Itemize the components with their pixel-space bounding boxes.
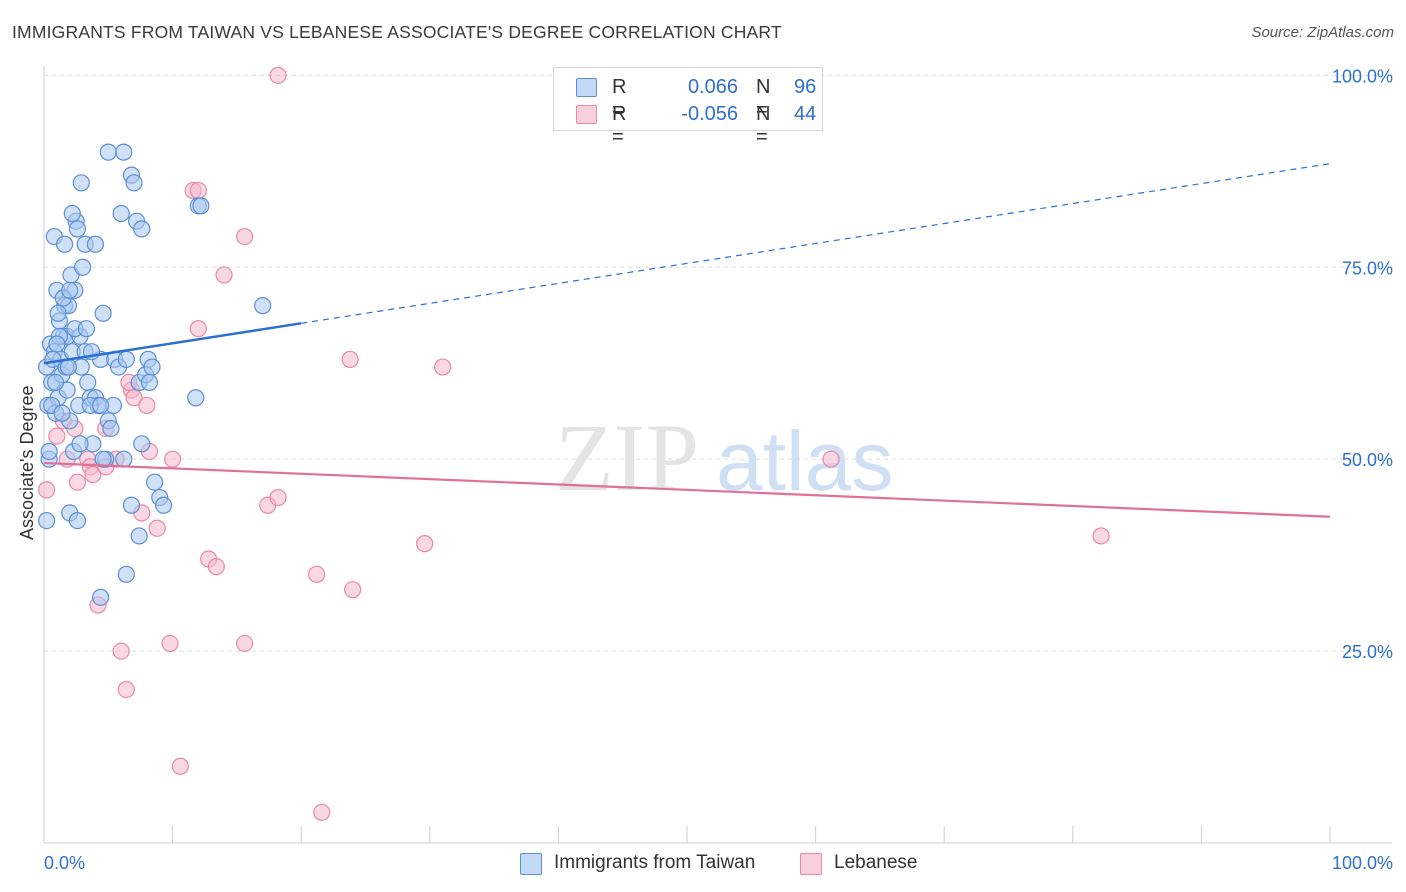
lebanese-r-value: -0.056 — [681, 103, 738, 125]
y-tick-label-50: 50.0% — [1342, 450, 1393, 470]
taiwan-point[interactable] — [77, 320, 96, 338]
taiwan-point[interactable] — [122, 496, 141, 514]
lebanese-point[interactable] — [112, 642, 130, 660]
lebanese-swatch — [576, 105, 597, 124]
lebanese-point[interactable] — [117, 680, 135, 699]
taiwan-legend-label: Immigrants from Taiwan — [554, 852, 756, 873]
taiwan-point[interactable] — [133, 220, 151, 238]
taiwan-point[interactable] — [91, 396, 110, 415]
taiwan-point[interactable] — [46, 373, 65, 392]
taiwan-point[interactable] — [102, 419, 120, 438]
taiwan-trend-line — [43, 322, 302, 365]
taiwan-point[interactable] — [140, 373, 159, 392]
x-tick-label-max: 100.0% — [1332, 853, 1393, 873]
lebanese-point[interactable] — [68, 473, 87, 491]
lebanese-point[interactable] — [189, 320, 207, 338]
lebanese-point[interactable] — [164, 450, 182, 468]
taiwan-point[interactable] — [53, 404, 71, 422]
lebanese-point[interactable] — [189, 181, 207, 200]
y-axis-label: Associate's Degree — [17, 385, 37, 540]
taiwan-point[interactable] — [125, 174, 143, 192]
taiwan-point[interactable] — [48, 335, 66, 353]
taiwan-point[interactable] — [63, 204, 81, 223]
lebanese-point[interactable] — [148, 519, 166, 537]
taiwan-r-value: 0.066 — [687, 76, 738, 98]
taiwan-point[interactable] — [117, 350, 135, 368]
taiwan-point[interactable] — [68, 220, 87, 238]
lebanese-point[interactable] — [822, 450, 840, 468]
taiwan-point[interactable] — [117, 565, 135, 583]
taiwan-point[interactable] — [115, 450, 133, 468]
lebanese-n-label: N = — [756, 103, 771, 148]
taiwan-point[interactable] — [72, 174, 90, 192]
chart-title: IMMIGRANTS FROM TAIWAN VS LEBANESE ASSOC… — [12, 22, 782, 42]
lebanese-point[interactable] — [236, 227, 254, 246]
lebanese-r-label: R = — [612, 103, 627, 148]
taiwan-point[interactable] — [154, 496, 173, 514]
taiwan-point[interactable] — [37, 511, 56, 530]
lebanese-n-value: 44 — [794, 103, 817, 125]
lebanese-point[interactable] — [236, 634, 254, 653]
watermark: ZIP atlas — [555, 404, 893, 511]
y-tick-label-75: 75.0% — [1342, 258, 1393, 278]
taiwan-point[interactable] — [40, 442, 58, 461]
lebanese-point[interactable] — [171, 757, 189, 775]
taiwan-point[interactable] — [79, 373, 97, 392]
taiwan-point[interactable] — [112, 204, 130, 223]
lebanese-legend-label: Lebanese — [834, 852, 918, 873]
y-tick-label-100: 100.0% — [1332, 66, 1393, 86]
y-tick-label-25: 25.0% — [1342, 642, 1393, 662]
lebanese-point[interactable] — [269, 66, 287, 84]
stats-legend: R = 0.066 N = 96 R = -0.056 N = 44 — [553, 67, 823, 148]
lebanese-point[interactable] — [416, 535, 434, 553]
taiwan-n-value: 96 — [794, 76, 817, 98]
taiwan-point[interactable] — [55, 235, 74, 253]
taiwan-point[interactable] — [86, 235, 105, 253]
taiwan-point[interactable] — [71, 435, 89, 453]
taiwan-point[interactable] — [192, 197, 210, 215]
taiwan-point[interactable] — [133, 435, 151, 453]
lebanese-point[interactable] — [161, 634, 179, 653]
taiwan-point[interactable] — [94, 450, 112, 468]
lebanese-point[interactable] — [138, 396, 156, 415]
taiwan-swatch — [576, 78, 597, 97]
taiwan-point[interactable] — [130, 527, 148, 545]
taiwan-point[interactable] — [94, 304, 112, 322]
lebanese-legend-swatch — [800, 853, 822, 875]
taiwan-point[interactable] — [68, 511, 87, 530]
lebanese-trend-line — [43, 461, 1331, 518]
lebanese-point[interactable] — [434, 358, 452, 376]
lebanese-point[interactable] — [84, 465, 102, 484]
lebanese-point[interactable] — [344, 581, 362, 599]
source-label: Source: ZipAtlas.com — [1251, 24, 1394, 41]
watermark-zip: ZIP — [555, 404, 699, 511]
lebanese-point[interactable] — [269, 488, 287, 507]
lebanese-point[interactable] — [308, 565, 326, 583]
taiwan-point[interactable] — [145, 473, 164, 491]
lebanese-point[interactable] — [48, 427, 66, 445]
taiwan-point[interactable] — [91, 588, 110, 606]
taiwan-r-label: R = — [612, 76, 627, 121]
taiwan-point[interactable] — [187, 389, 205, 407]
taiwan-n-label: N = — [756, 76, 771, 121]
lebanese-point[interactable] — [207, 558, 225, 576]
taiwan-point[interactable] — [73, 258, 92, 276]
taiwan-point[interactable] — [254, 297, 272, 315]
lebanese-point[interactable] — [313, 803, 331, 821]
taiwan-point[interactable] — [143, 358, 161, 376]
taiwan-point[interactable] — [99, 143, 117, 161]
taiwan-point[interactable] — [49, 304, 67, 322]
lebanese-point[interactable] — [215, 266, 233, 284]
taiwan-trend-extension — [301, 163, 1331, 324]
taiwan-point[interactable] — [115, 143, 133, 161]
lebanese-point[interactable] — [341, 350, 359, 368]
taiwan-point[interactable] — [61, 281, 79, 299]
lebanese-point[interactable] — [37, 481, 56, 499]
lebanese-point[interactable] — [1092, 527, 1110, 545]
x-tick-label-min: 0.0% — [44, 853, 85, 873]
lebanese-point[interactable] — [125, 389, 143, 407]
taiwan-point[interactable] — [44, 350, 62, 368]
taiwan-legend-swatch — [520, 853, 542, 875]
